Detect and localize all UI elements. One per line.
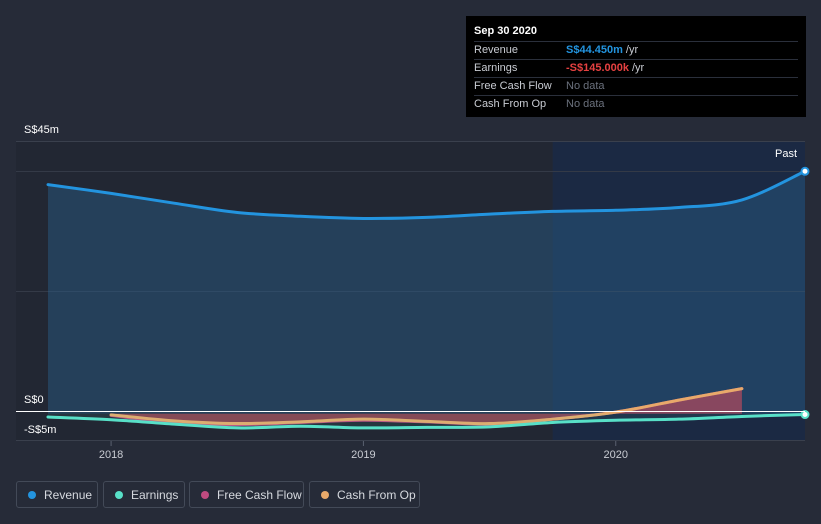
- y-tick-label: S$0: [24, 394, 44, 406]
- legend-cash-from-op[interactable]: Cash From Op: [309, 481, 420, 508]
- tooltip-row-revenue: Revenue S$44.450m /yr: [474, 41, 798, 59]
- tooltip-value: No data: [566, 98, 605, 110]
- y-tick-label: S$45m: [24, 124, 59, 136]
- legend-label: Free Cash Flow: [217, 487, 302, 502]
- tooltip-value: S$44.450m: [566, 44, 623, 56]
- tooltip-date: Sep 30 2020: [474, 25, 537, 37]
- earnings-end-point: [800, 410, 810, 420]
- tooltip-row-earnings: Earnings -S$145.000k /yr: [474, 59, 798, 77]
- revenue-line: [46, 169, 807, 220]
- tooltip-row-cash-from-op: Cash From Op No data: [474, 95, 798, 113]
- x-tick-label: 2019: [351, 449, 375, 461]
- x-tick-label: 2020: [604, 449, 628, 461]
- tooltip-label: Earnings: [474, 62, 518, 74]
- legend-revenue[interactable]: Revenue: [16, 481, 98, 508]
- legend-earnings[interactable]: Earnings: [103, 481, 185, 508]
- tooltip-unit: /yr: [632, 62, 645, 74]
- earnings-area: [48, 413, 805, 428]
- past-label: Past: [775, 148, 797, 160]
- tooltip-panel: Sep 30 2020 Revenue S$44.450m /yr Earnin…: [466, 16, 806, 117]
- revenue-end-point: [800, 166, 810, 176]
- cash-from-op-line: [109, 387, 744, 426]
- revenue-area: [48, 171, 805, 414]
- legend-label: Revenue: [44, 487, 93, 502]
- tooltip-unit: /yr: [625, 44, 639, 56]
- tooltip-label: Free Cash Flow: [474, 80, 552, 92]
- tooltip-label: Revenue: [474, 44, 519, 56]
- tooltip-label: Cash From Op: [474, 98, 547, 110]
- legend-dot-icon: [321, 490, 329, 499]
- legend-label: Cash From Op: [337, 487, 416, 502]
- legend-free-cash-flow[interactable]: Free Cash Flow: [189, 481, 304, 508]
- x-tick-label: 2018: [99, 449, 123, 461]
- legend-label: Earnings: [131, 487, 179, 502]
- legend-dot-icon: [201, 490, 209, 499]
- legend-dot-icon: [28, 490, 36, 499]
- y-tick-label: -S$5m: [24, 424, 56, 436]
- tooltip-row-free-cash-flow: Free Cash Flow No data: [474, 77, 798, 95]
- legend-dot-icon: [115, 490, 123, 499]
- tooltip-value: -S$145.000k: [566, 62, 629, 74]
- earnings-line: [46, 413, 807, 430]
- tooltip-value: No data: [566, 80, 605, 92]
